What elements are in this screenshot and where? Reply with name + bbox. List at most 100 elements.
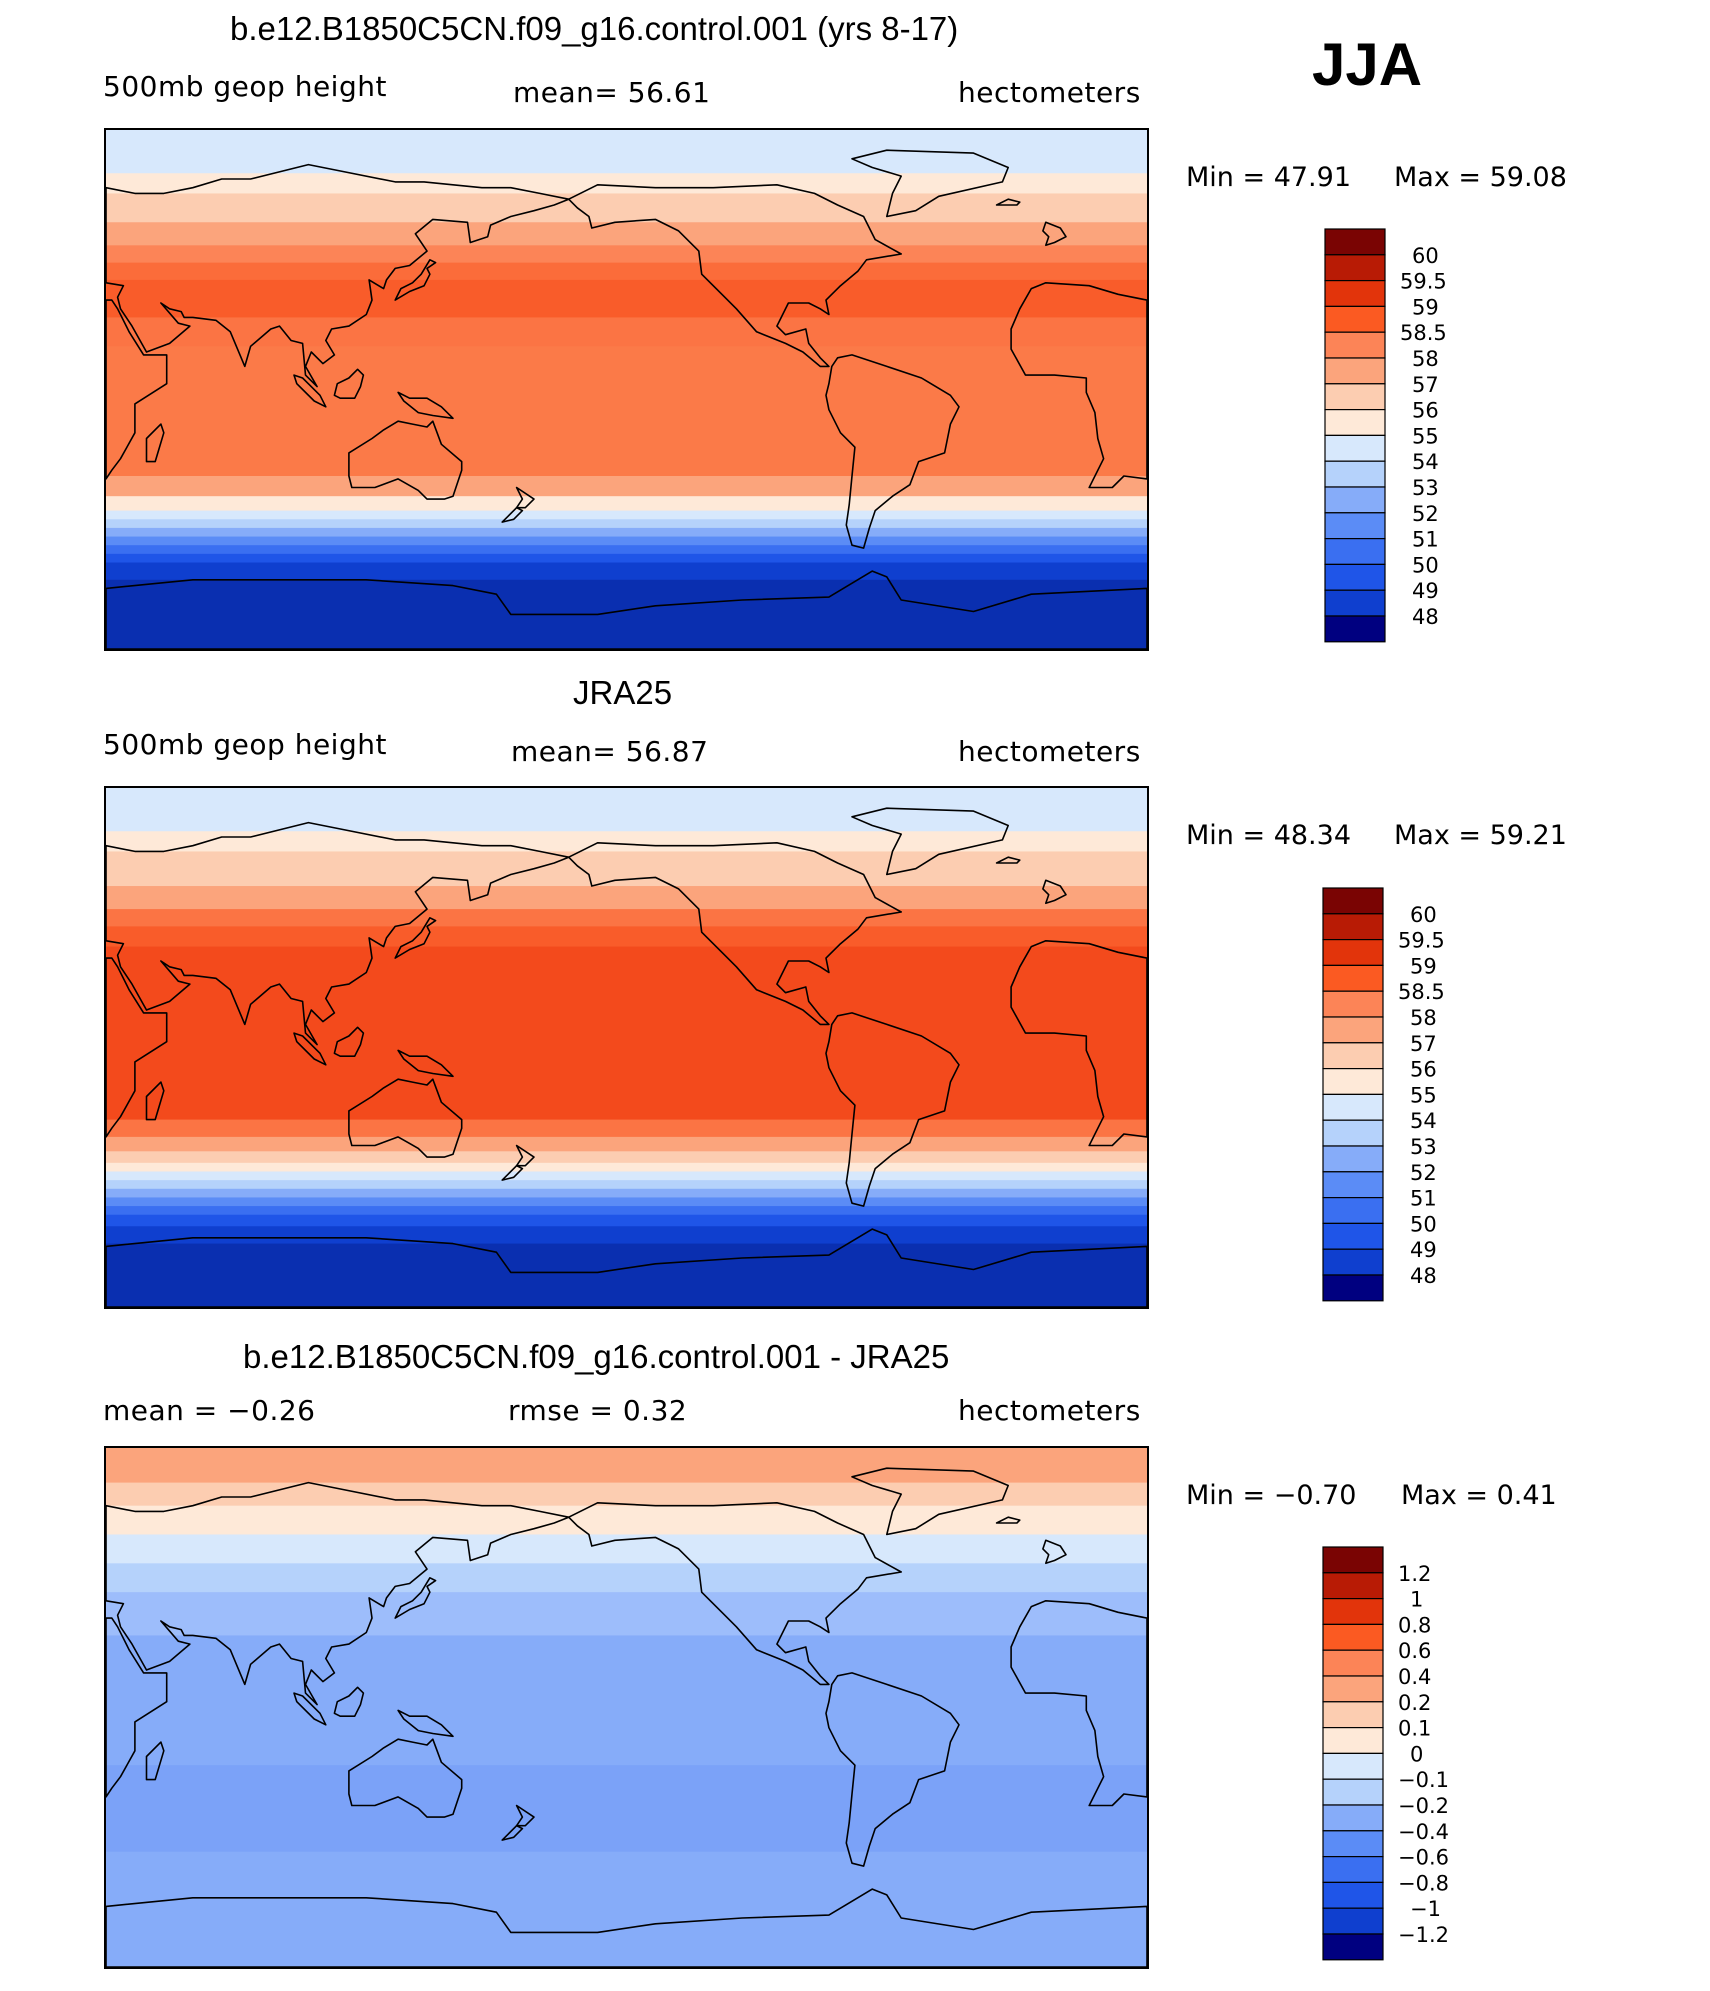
coastline <box>501 1824 524 1841</box>
map-diff <box>104 1446 1149 1969</box>
coastline <box>515 486 535 509</box>
contour-band <box>106 926 1147 948</box>
contour-band <box>106 1197 1147 1207</box>
colorbar-swatch <box>1322 938 1384 966</box>
colorbar-swatch <box>1322 1093 1384 1121</box>
coastline <box>394 1577 437 1619</box>
contour-band <box>106 1226 1147 1245</box>
colorbar-swatch <box>1322 964 1384 992</box>
season-label: JJA <box>1312 31 1423 98</box>
coastline <box>106 299 168 480</box>
colorbar-swatch <box>1322 1933 1384 1961</box>
colorbar-swatch <box>1324 486 1386 514</box>
colorbar-obs: 60 59.5 59 58.5 58 57 56 55 54 53 52 51 50 49 48 <box>1322 887 1462 1308</box>
contour-band <box>106 1482 1147 1507</box>
colorbar-label: 57 <box>1410 1032 1437 1056</box>
coastline <box>333 1686 365 1718</box>
panel-title-obs: JRA25 <box>573 674 673 711</box>
colorbar-label: 59 <box>1412 295 1439 319</box>
colorbar-swatch <box>1322 1856 1384 1884</box>
colorbar-label: 60 <box>1410 903 1437 927</box>
colorbar-label: −0.8 <box>1398 1871 1449 1895</box>
contour-band <box>106 1243 1147 1307</box>
colorbar-swatch <box>1324 254 1386 282</box>
coastline <box>1010 940 1147 1147</box>
colorbar-label: 59.5 <box>1400 270 1447 294</box>
coastline <box>106 1228 1147 1307</box>
colorbar-swatch <box>1322 1274 1384 1302</box>
colorbar-swatch <box>1324 460 1386 488</box>
contour-band <box>106 851 1147 887</box>
colorbar-swatch <box>1322 1572 1384 1600</box>
coastline <box>348 420 463 500</box>
coastline <box>145 1081 165 1121</box>
coastline <box>851 1467 1010 1536</box>
colorbar-swatch <box>1324 331 1386 359</box>
coastline <box>106 570 1147 649</box>
colorbar-label: 54 <box>1410 1109 1437 1133</box>
contour-band <box>106 1563 1147 1593</box>
colorbar-label: 48 <box>1410 1264 1437 1288</box>
contour-band <box>106 1886 1147 1967</box>
contour-band <box>106 245 1147 264</box>
contour-band <box>106 1188 1147 1198</box>
colorbar-swatch <box>1322 1701 1384 1729</box>
panel-left-label-model: 500mb geop height <box>103 70 387 103</box>
colorbar-label: 52 <box>1410 1161 1437 1185</box>
colorbar-label: 54 <box>1412 450 1439 474</box>
colorbar-label: 58.5 <box>1400 321 1447 345</box>
panel-left-label-obs: 500mb geop height <box>103 728 387 761</box>
contour-band <box>106 886 1147 910</box>
colorbar-swatch <box>1322 1119 1384 1147</box>
colorbar-swatch <box>1324 615 1386 643</box>
panel-units-obs: hectometers <box>958 735 1141 768</box>
colorbar-label: −1.2 <box>1398 1923 1449 1947</box>
contour-band <box>106 130 1147 174</box>
coastline <box>515 1144 535 1167</box>
contour-band <box>106 831 1147 852</box>
coastline <box>106 1617 168 1798</box>
coastline <box>1042 879 1067 905</box>
colorbar-label: 58 <box>1410 1006 1437 1030</box>
colorbar-label: 49 <box>1410 1238 1437 1262</box>
colorbar-swatch <box>1324 305 1386 333</box>
colorbar-swatch <box>1322 990 1384 1018</box>
colorbar-swatch <box>1322 1907 1384 1935</box>
coastline <box>145 423 165 463</box>
colorbar-label: 59.5 <box>1398 929 1445 953</box>
coastline <box>567 841 903 1026</box>
coastline <box>1042 1539 1067 1565</box>
colorbar-label: 58 <box>1412 347 1439 371</box>
coastline <box>397 1709 454 1738</box>
colorbar-label: 0.4 <box>1398 1665 1431 1689</box>
colorbar-label: −0.4 <box>1398 1820 1449 1844</box>
colorbar-diff: 1.2 1 0.8 0.6 0.4 0.2 0.1 0 −0.1 −0.2 −0.4 −0.6 −0.8… <box>1322 1546 1462 1967</box>
colorbar-label: 0.1 <box>1398 1717 1431 1741</box>
colorbar-label: 1 <box>1410 1588 1423 1612</box>
colorbar-swatch <box>1322 1068 1384 1096</box>
colorbar-label: 48 <box>1412 605 1439 629</box>
colorbar-label: 59 <box>1410 954 1437 978</box>
coastline <box>293 1032 327 1066</box>
coastline <box>825 354 960 549</box>
colorbar-label: 50 <box>1410 1212 1437 1236</box>
colorbar-swatch <box>1322 1623 1384 1651</box>
coastline <box>106 163 570 388</box>
colorbar-swatch <box>1322 1197 1384 1225</box>
panel-title-diff: b.e12.B1850C5CN.f09_g16.control.001 - JR… <box>243 1338 950 1375</box>
panel-rmse-diff: rmse = 0.32 <box>508 1394 688 1427</box>
max-value-model: Max = 59.08 <box>1394 162 1567 193</box>
colorbar-label: −0.2 <box>1398 1794 1449 1818</box>
contour-band <box>106 222 1147 246</box>
contour-band <box>106 909 1147 927</box>
colorbar-swatch <box>1324 512 1386 540</box>
panel-mean-diff: mean = −0.26 <box>103 1394 316 1427</box>
colorbar-swatch <box>1322 1016 1384 1044</box>
contour-band <box>106 1448 1147 1484</box>
contour-band <box>106 1592 1147 1636</box>
colorbar-label: 56 <box>1410 1058 1437 1082</box>
coastline <box>397 1049 454 1078</box>
colorbar-label: 52 <box>1412 502 1439 526</box>
colorbar-label: 0.6 <box>1398 1639 1431 1663</box>
colorbar-swatch <box>1324 228 1386 256</box>
